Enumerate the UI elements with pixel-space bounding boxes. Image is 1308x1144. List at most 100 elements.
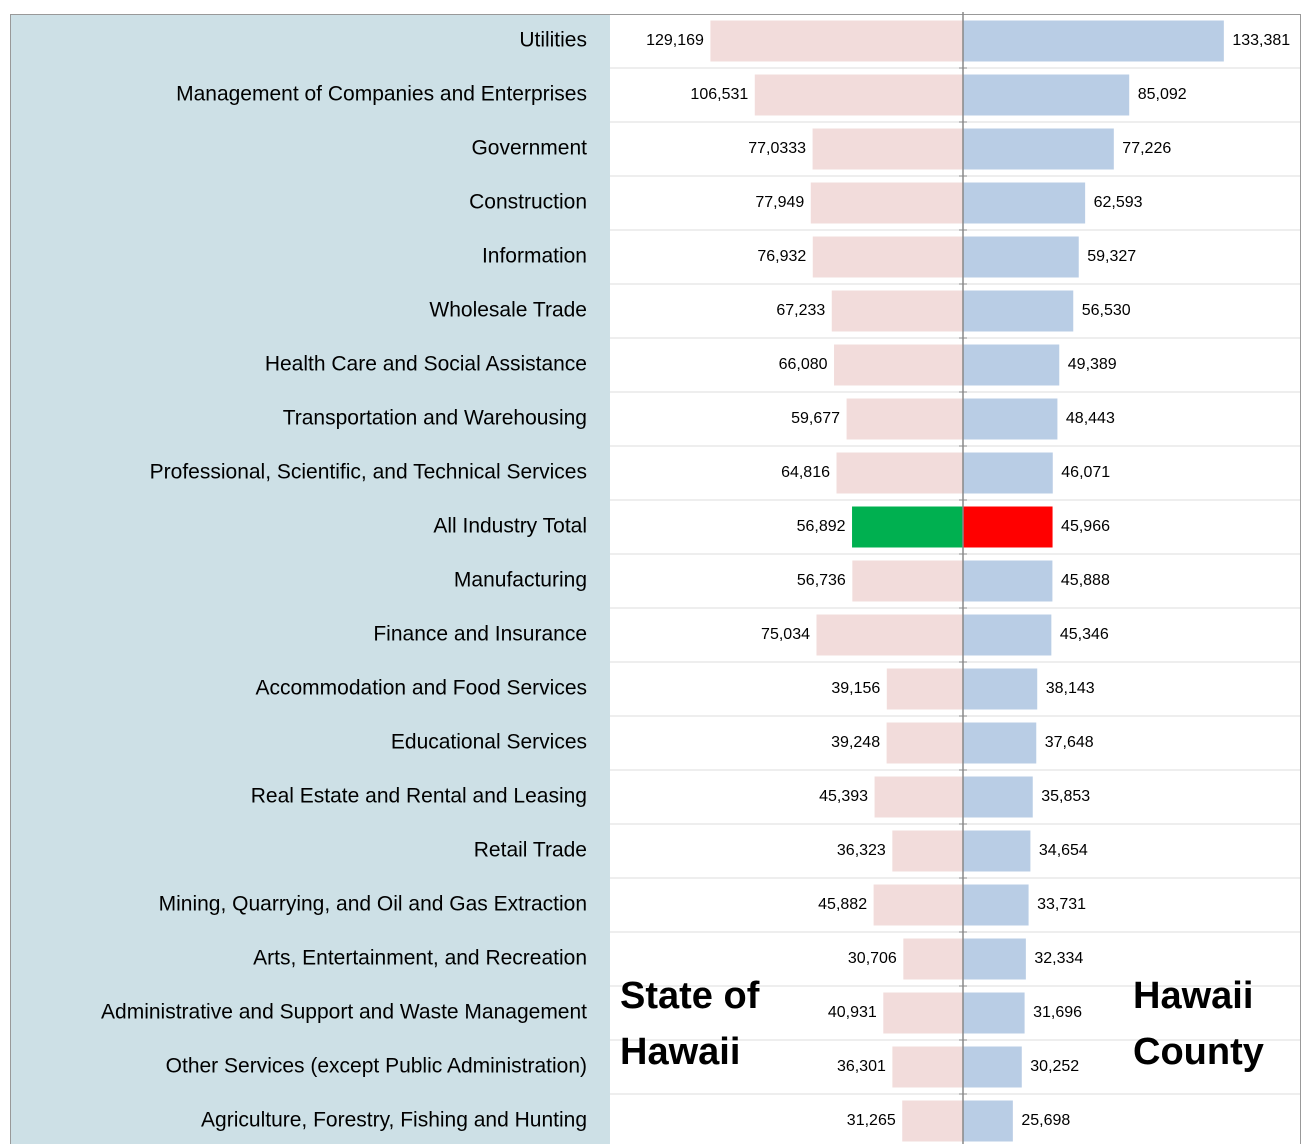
value-label: 59,677 (791, 410, 840, 427)
value-label: 33,731 (1037, 896, 1086, 913)
bar (962, 397, 1059, 441)
bar (962, 721, 1038, 765)
category-label: Professional, Scientific, and Technical … (150, 461, 587, 484)
bar (962, 127, 1115, 171)
category-label: Retail Trade (474, 839, 587, 862)
value-label: 25,698 (1021, 1112, 1070, 1129)
annotation: Hawaii (1133, 975, 1253, 1017)
bar (962, 289, 1075, 333)
value-label: 48,443 (1066, 410, 1115, 427)
value-label: 38,143 (1046, 680, 1095, 697)
bar (962, 343, 1061, 387)
value-label: 45,393 (819, 788, 868, 805)
bar (872, 883, 964, 927)
bar (809, 181, 964, 225)
bar (962, 775, 1034, 819)
category-label: Accommodation and Food Services (256, 677, 588, 700)
bar (882, 991, 964, 1035)
value-label: 37,648 (1045, 734, 1094, 751)
bar (873, 775, 964, 819)
annotation: Hawaii (620, 1031, 740, 1073)
category-label: Health Care and Social Assistance (265, 353, 587, 376)
bar (962, 937, 1027, 981)
bar (845, 397, 964, 441)
bar (962, 181, 1087, 225)
value-label: 66,080 (779, 356, 828, 373)
bar (753, 73, 964, 117)
category-label: Government (471, 137, 587, 160)
bar (891, 829, 964, 873)
bar (962, 451, 1054, 495)
value-label: 76,932 (757, 248, 806, 265)
value-label: 56,892 (797, 518, 846, 535)
value-label: 64,816 (781, 464, 830, 481)
value-label: 62,593 (1094, 194, 1143, 211)
bar (891, 1045, 964, 1089)
annotation: County (1133, 1031, 1264, 1073)
bar (811, 127, 964, 171)
bar (811, 235, 964, 279)
annotation: State of (620, 975, 760, 1017)
category-label: Educational Services (391, 731, 587, 754)
bar (815, 613, 964, 657)
value-label: 77,226 (1122, 140, 1171, 157)
value-label: 45,966 (1061, 518, 1110, 535)
value-label: 31,696 (1033, 1004, 1082, 1021)
category-label: Arts, Entertainment, and Recreation (253, 947, 587, 970)
value-label: 46,071 (1061, 464, 1110, 481)
value-label: 45,346 (1060, 626, 1109, 643)
value-label: 39,156 (831, 680, 880, 697)
bar (901, 1099, 964, 1143)
bar (902, 937, 964, 981)
value-label: 56,530 (1082, 302, 1131, 319)
category-label: Transportation and Warehousing (283, 407, 587, 430)
value-label: 35,853 (1041, 788, 1090, 805)
value-label: 36,301 (837, 1058, 886, 1075)
value-label: 30,252 (1030, 1058, 1079, 1075)
value-label: 106,531 (690, 86, 748, 103)
bar (962, 1045, 1023, 1089)
category-label: All Industry Total (433, 515, 587, 538)
category-label: Manufacturing (454, 569, 587, 592)
value-label: 77,0333 (748, 140, 806, 157)
value-label: 77,949 (755, 194, 804, 211)
bar (851, 505, 964, 549)
value-label: 59,327 (1087, 248, 1136, 265)
value-label: 85,092 (1138, 86, 1187, 103)
bar (962, 883, 1030, 927)
bar (709, 19, 964, 63)
category-label: Administrative and Support and Waste Man… (101, 1001, 587, 1024)
category-label: Management of Companies and Enterprises (176, 83, 587, 106)
value-label: 129,169 (646, 32, 704, 49)
value-label: 40,931 (828, 1004, 877, 1021)
category-label: Real Estate and Rental and Leasing (251, 785, 587, 808)
frame (10, 14, 1301, 1144)
category-panel (10, 14, 610, 1144)
value-label: 56,736 (797, 572, 846, 589)
category-label: Other Services (except Public Administra… (166, 1055, 587, 1078)
bar (962, 613, 1053, 657)
bar (835, 451, 964, 495)
bar (962, 73, 1131, 117)
category-label: Mining, Quarrying, and Oil and Gas Extra… (159, 893, 587, 916)
value-label: 32,334 (1034, 950, 1083, 967)
value-label: 133,381 (1232, 32, 1290, 49)
value-label: 36,323 (837, 842, 886, 859)
bar (885, 667, 964, 711)
bar (962, 991, 1026, 1035)
bar (962, 505, 1054, 549)
category-label: Information (482, 245, 587, 268)
value-label: 34,654 (1039, 842, 1088, 859)
value-label: 49,389 (1068, 356, 1117, 373)
bar (833, 343, 964, 387)
bar (830, 289, 964, 333)
bar (851, 559, 964, 603)
category-label: Agriculture, Forestry, Fishing and Hunti… (201, 1109, 587, 1132)
value-label: 45,888 (1061, 572, 1110, 589)
value-label: 31,265 (847, 1112, 896, 1129)
bar (962, 235, 1080, 279)
category-label: Finance and Insurance (373, 623, 587, 646)
value-label: 45,882 (818, 896, 867, 913)
